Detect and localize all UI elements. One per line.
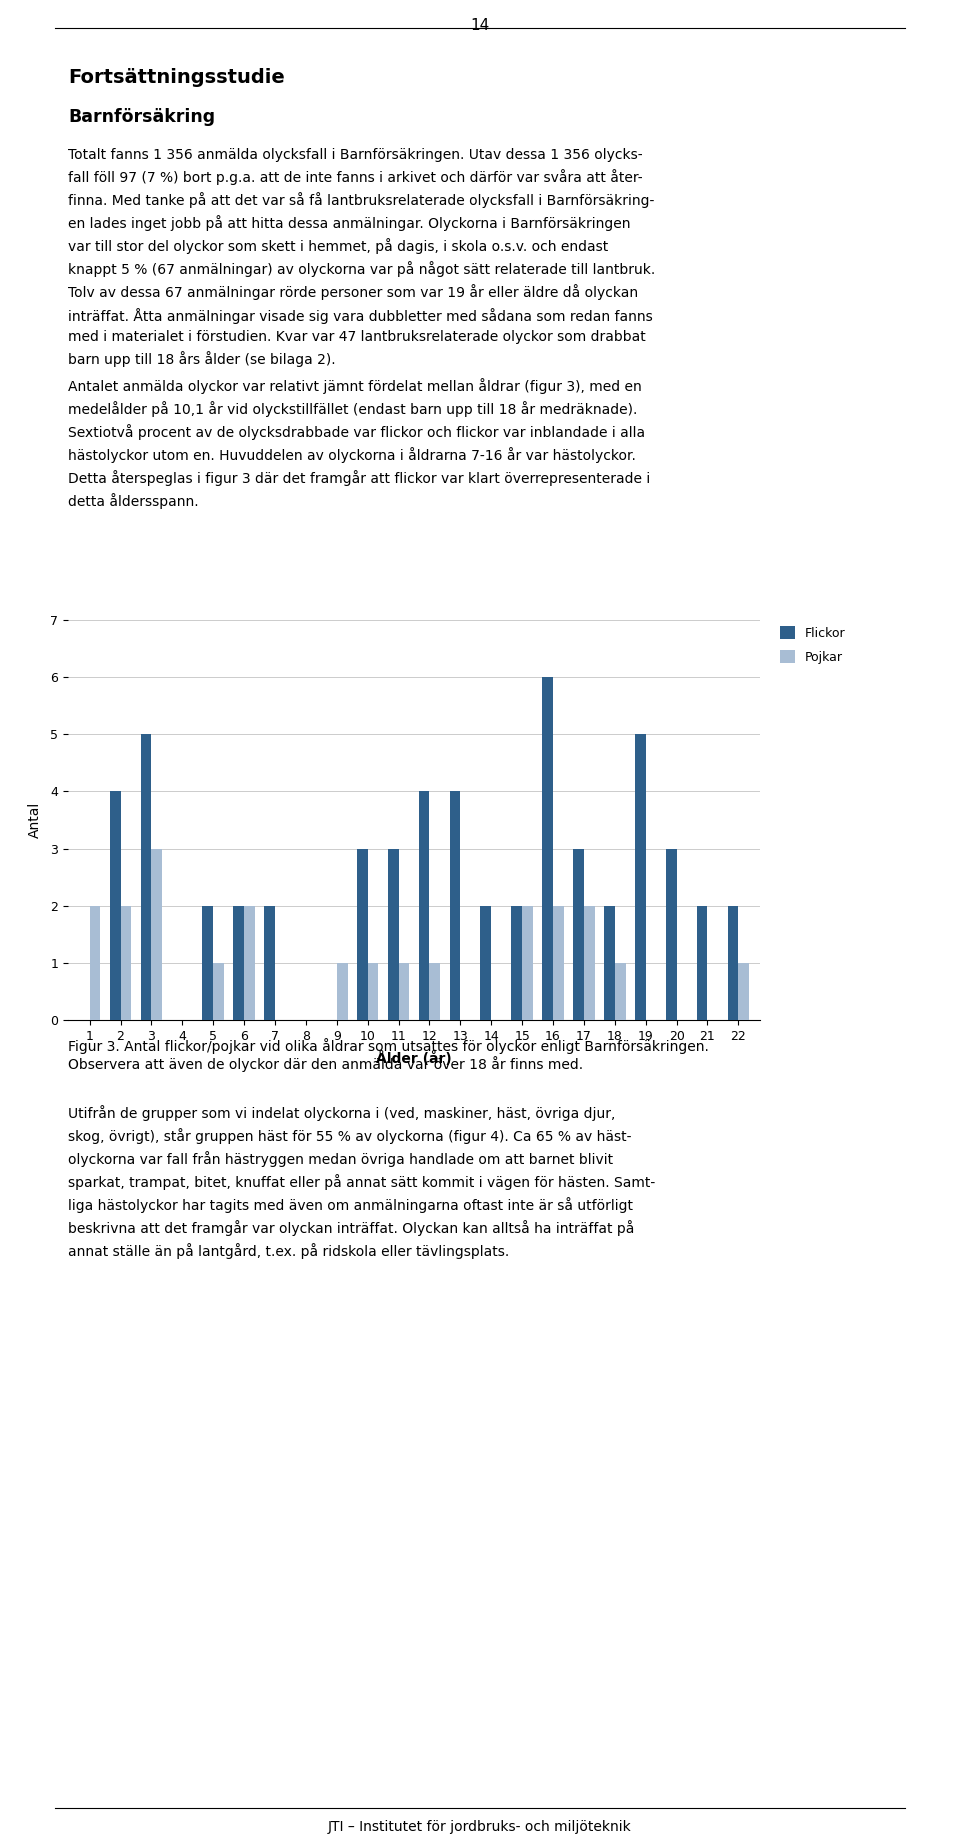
Bar — [635, 735, 646, 1020]
Bar — [264, 906, 275, 1020]
Bar — [553, 906, 564, 1020]
Bar — [480, 906, 492, 1020]
Bar — [140, 735, 152, 1020]
Bar — [512, 906, 522, 1020]
Bar — [542, 676, 553, 1020]
Bar — [697, 906, 708, 1020]
Bar — [121, 906, 132, 1020]
Bar — [89, 906, 101, 1020]
Text: Fortsättningsstudie: Fortsättningsstudie — [68, 68, 285, 86]
Text: 14: 14 — [470, 18, 490, 33]
Bar — [449, 792, 461, 1020]
Text: Totalt fanns 1 356 anmälda olycksfall i Barnförsäkringen. Utav dessa 1 356 olyck: Totalt fanns 1 356 anmälda olycksfall i … — [68, 149, 656, 366]
Bar — [213, 963, 224, 1020]
Bar — [666, 849, 677, 1020]
Bar — [419, 792, 429, 1020]
Bar — [357, 849, 368, 1020]
Bar — [728, 906, 738, 1020]
Text: Antalet anmälda olyckor var relativt jämnt fördelat mellan åldrar (figur 3), med: Antalet anmälda olyckor var relativt jäm… — [68, 379, 650, 509]
Bar — [614, 963, 626, 1020]
Bar — [388, 849, 398, 1020]
Bar — [109, 792, 121, 1020]
Bar — [368, 963, 378, 1020]
Bar — [522, 906, 533, 1020]
Bar — [429, 963, 441, 1020]
Bar — [573, 849, 584, 1020]
Bar — [738, 963, 749, 1020]
Bar — [398, 963, 409, 1020]
Text: Utifrån de grupper som vi indelat olyckorna i (ved, maskiner, häst, övriga djur,: Utifrån de grupper som vi indelat olycko… — [68, 1105, 656, 1259]
Bar — [604, 906, 614, 1020]
Bar — [233, 906, 244, 1020]
Bar — [203, 906, 213, 1020]
Text: JTI – Institutet för jordbruks- och miljöteknik: JTI – Institutet för jordbruks- och milj… — [328, 1820, 632, 1834]
Bar — [152, 849, 162, 1020]
Legend: Flickor, Pojkar: Flickor, Pojkar — [780, 627, 846, 664]
Text: Figur 3. Antal flickor/pojkar vid olika åldrar som utsattes för olyckor enligt B: Figur 3. Antal flickor/pojkar vid olika … — [68, 1038, 708, 1053]
Bar — [337, 963, 348, 1020]
Text: Barnförsäkring: Barnförsäkring — [68, 108, 215, 127]
Y-axis label: Antal: Antal — [28, 801, 42, 838]
Bar — [584, 906, 595, 1020]
X-axis label: Ålder (år): Ålder (år) — [376, 1051, 452, 1066]
Text: Observera att även de olyckor där den anmälda var över 18 år finns med.: Observera att även de olyckor där den an… — [68, 1057, 583, 1072]
Bar — [244, 906, 255, 1020]
